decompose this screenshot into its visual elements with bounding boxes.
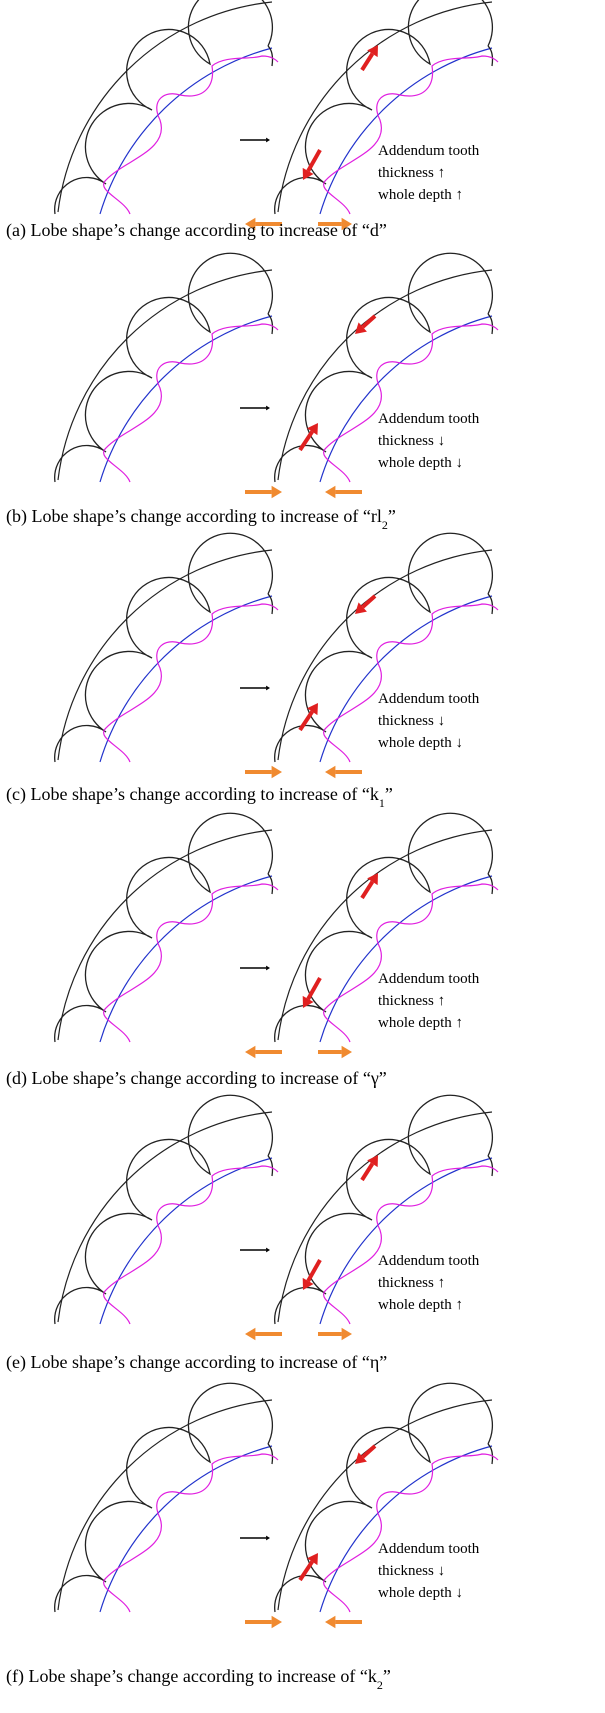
outer-circle [58,550,272,760]
annotation: thickness ↑ [378,165,445,181]
transition-arrow-head [266,966,270,971]
tooth-curve [104,324,278,482]
caption: (e) Lobe shape’s change according to inc… [6,1352,387,1373]
figure: Addendum tooth thickness ↑ whole depth ↑ (a… [0,0,605,1713]
annotation: whole depth ↓ [378,1585,463,1601]
annotation: Addendum tooth [378,1253,480,1269]
outer-circle [58,270,272,480]
annotation: Addendum tooth [378,1541,480,1557]
orange-arrow-head [325,486,335,498]
caption-text: (f) Lobe shape’s change according to inc… [6,1666,377,1687]
caption-text: (b) Lobe shape’s change according to inc… [6,506,382,527]
panel: Addendum tooth thickness ↑ whole depth ↑ (a… [6,0,498,241]
transition-arrow-head [266,686,270,691]
tooth-curve [104,604,278,762]
orange-arrow-head [245,1046,255,1058]
panel: Addendum tooth thickness ↓ whole depth ↓ (f… [6,1383,498,1692]
pitch-circle [100,316,272,482]
caption-text: (c) Lobe shape’s change according to inc… [6,784,379,805]
caption-close: ” [383,1666,391,1686]
red-arrow [363,596,375,607]
panel: Addendum tooth thickness ↓ whole depth ↓ (b… [6,253,498,532]
caption-close: ” [385,784,393,804]
pitch-circle [100,596,272,762]
lobe-profile [55,253,273,482]
pitch-circle [100,1446,272,1612]
pitch-circle [100,1158,272,1324]
lobe-profile [55,813,273,1042]
annotation: thickness ↑ [378,1275,445,1291]
caption-text: (e) Lobe shape’s change according to inc… [6,1352,387,1373]
caption-close: ” [388,506,396,526]
annotation: whole depth ↓ [378,455,463,471]
red-arrow [363,1446,375,1457]
lobe-profile [55,1383,273,1612]
annotation: thickness ↓ [378,713,445,729]
red-arrow [308,978,320,999]
orange-arrow-head [272,1616,282,1628]
caption-text: (d) Lobe shape’s change according to inc… [6,1068,387,1089]
orange-arrow-head [272,486,282,498]
orange-arrow-head [325,766,335,778]
transition-arrow-head [266,406,270,411]
annotation: whole depth ↓ [378,735,463,751]
annotation: whole depth ↑ [378,1015,463,1031]
tooth-curve [104,884,278,1042]
outer-circle [58,1112,272,1322]
annotation: Addendum tooth [378,691,480,707]
caption: (d) Lobe shape’s change according to inc… [6,1068,387,1089]
panel: Addendum tooth thickness ↑ whole depth ↑ (d… [6,813,498,1089]
caption: (c) Lobe shape’s change according to inc… [6,784,393,810]
annotation: thickness ↑ [378,993,445,1009]
orange-arrow-head [325,1616,335,1628]
orange-arrow-head [245,1328,255,1340]
annotation: thickness ↓ [378,433,445,449]
lobe-profile [55,1095,273,1324]
orange-arrow-head [272,766,282,778]
annotation: Addendum tooth [378,971,480,987]
outer-circle [58,2,272,212]
caption-text: (a) Lobe shape’s change according to inc… [6,220,387,241]
orange-arrow-head [342,1046,352,1058]
red-arrow [300,712,312,730]
outer-circle [58,1400,272,1610]
panel: Addendum tooth thickness ↓ whole depth ↓ (c… [6,533,498,810]
annotation: thickness ↓ [378,1563,445,1579]
red-arrow [308,150,320,171]
tooth-curve [104,1166,278,1324]
transition-arrow-head [266,138,270,143]
caption: (a) Lobe shape’s change according to inc… [6,220,387,241]
caption: (f) Lobe shape’s change according to inc… [6,1666,391,1692]
transition-arrow-head [266,1536,270,1541]
tooth-curve [104,1454,278,1612]
annotation: whole depth ↑ [378,187,463,203]
red-arrow [363,316,375,327]
outer-circle [58,830,272,1040]
pitch-circle [100,876,272,1042]
transition-arrow-head [266,1248,270,1253]
caption: (b) Lobe shape’s change according to inc… [6,506,396,532]
orange-arrow-head [342,1328,352,1340]
panel: Addendum tooth thickness ↑ whole depth ↑ (e… [6,1095,498,1373]
annotation: Addendum tooth [378,143,480,159]
tooth-curve [104,56,278,214]
red-arrow [308,1260,320,1281]
lobe-profile [55,0,273,214]
annotation: Addendum tooth [378,411,480,427]
red-arrow [300,432,312,450]
annotation: whole depth ↑ [378,1297,463,1313]
lobe-profile [55,533,273,762]
pitch-circle [100,48,272,214]
red-arrow [300,1562,312,1580]
lobe-profile [275,0,493,214]
